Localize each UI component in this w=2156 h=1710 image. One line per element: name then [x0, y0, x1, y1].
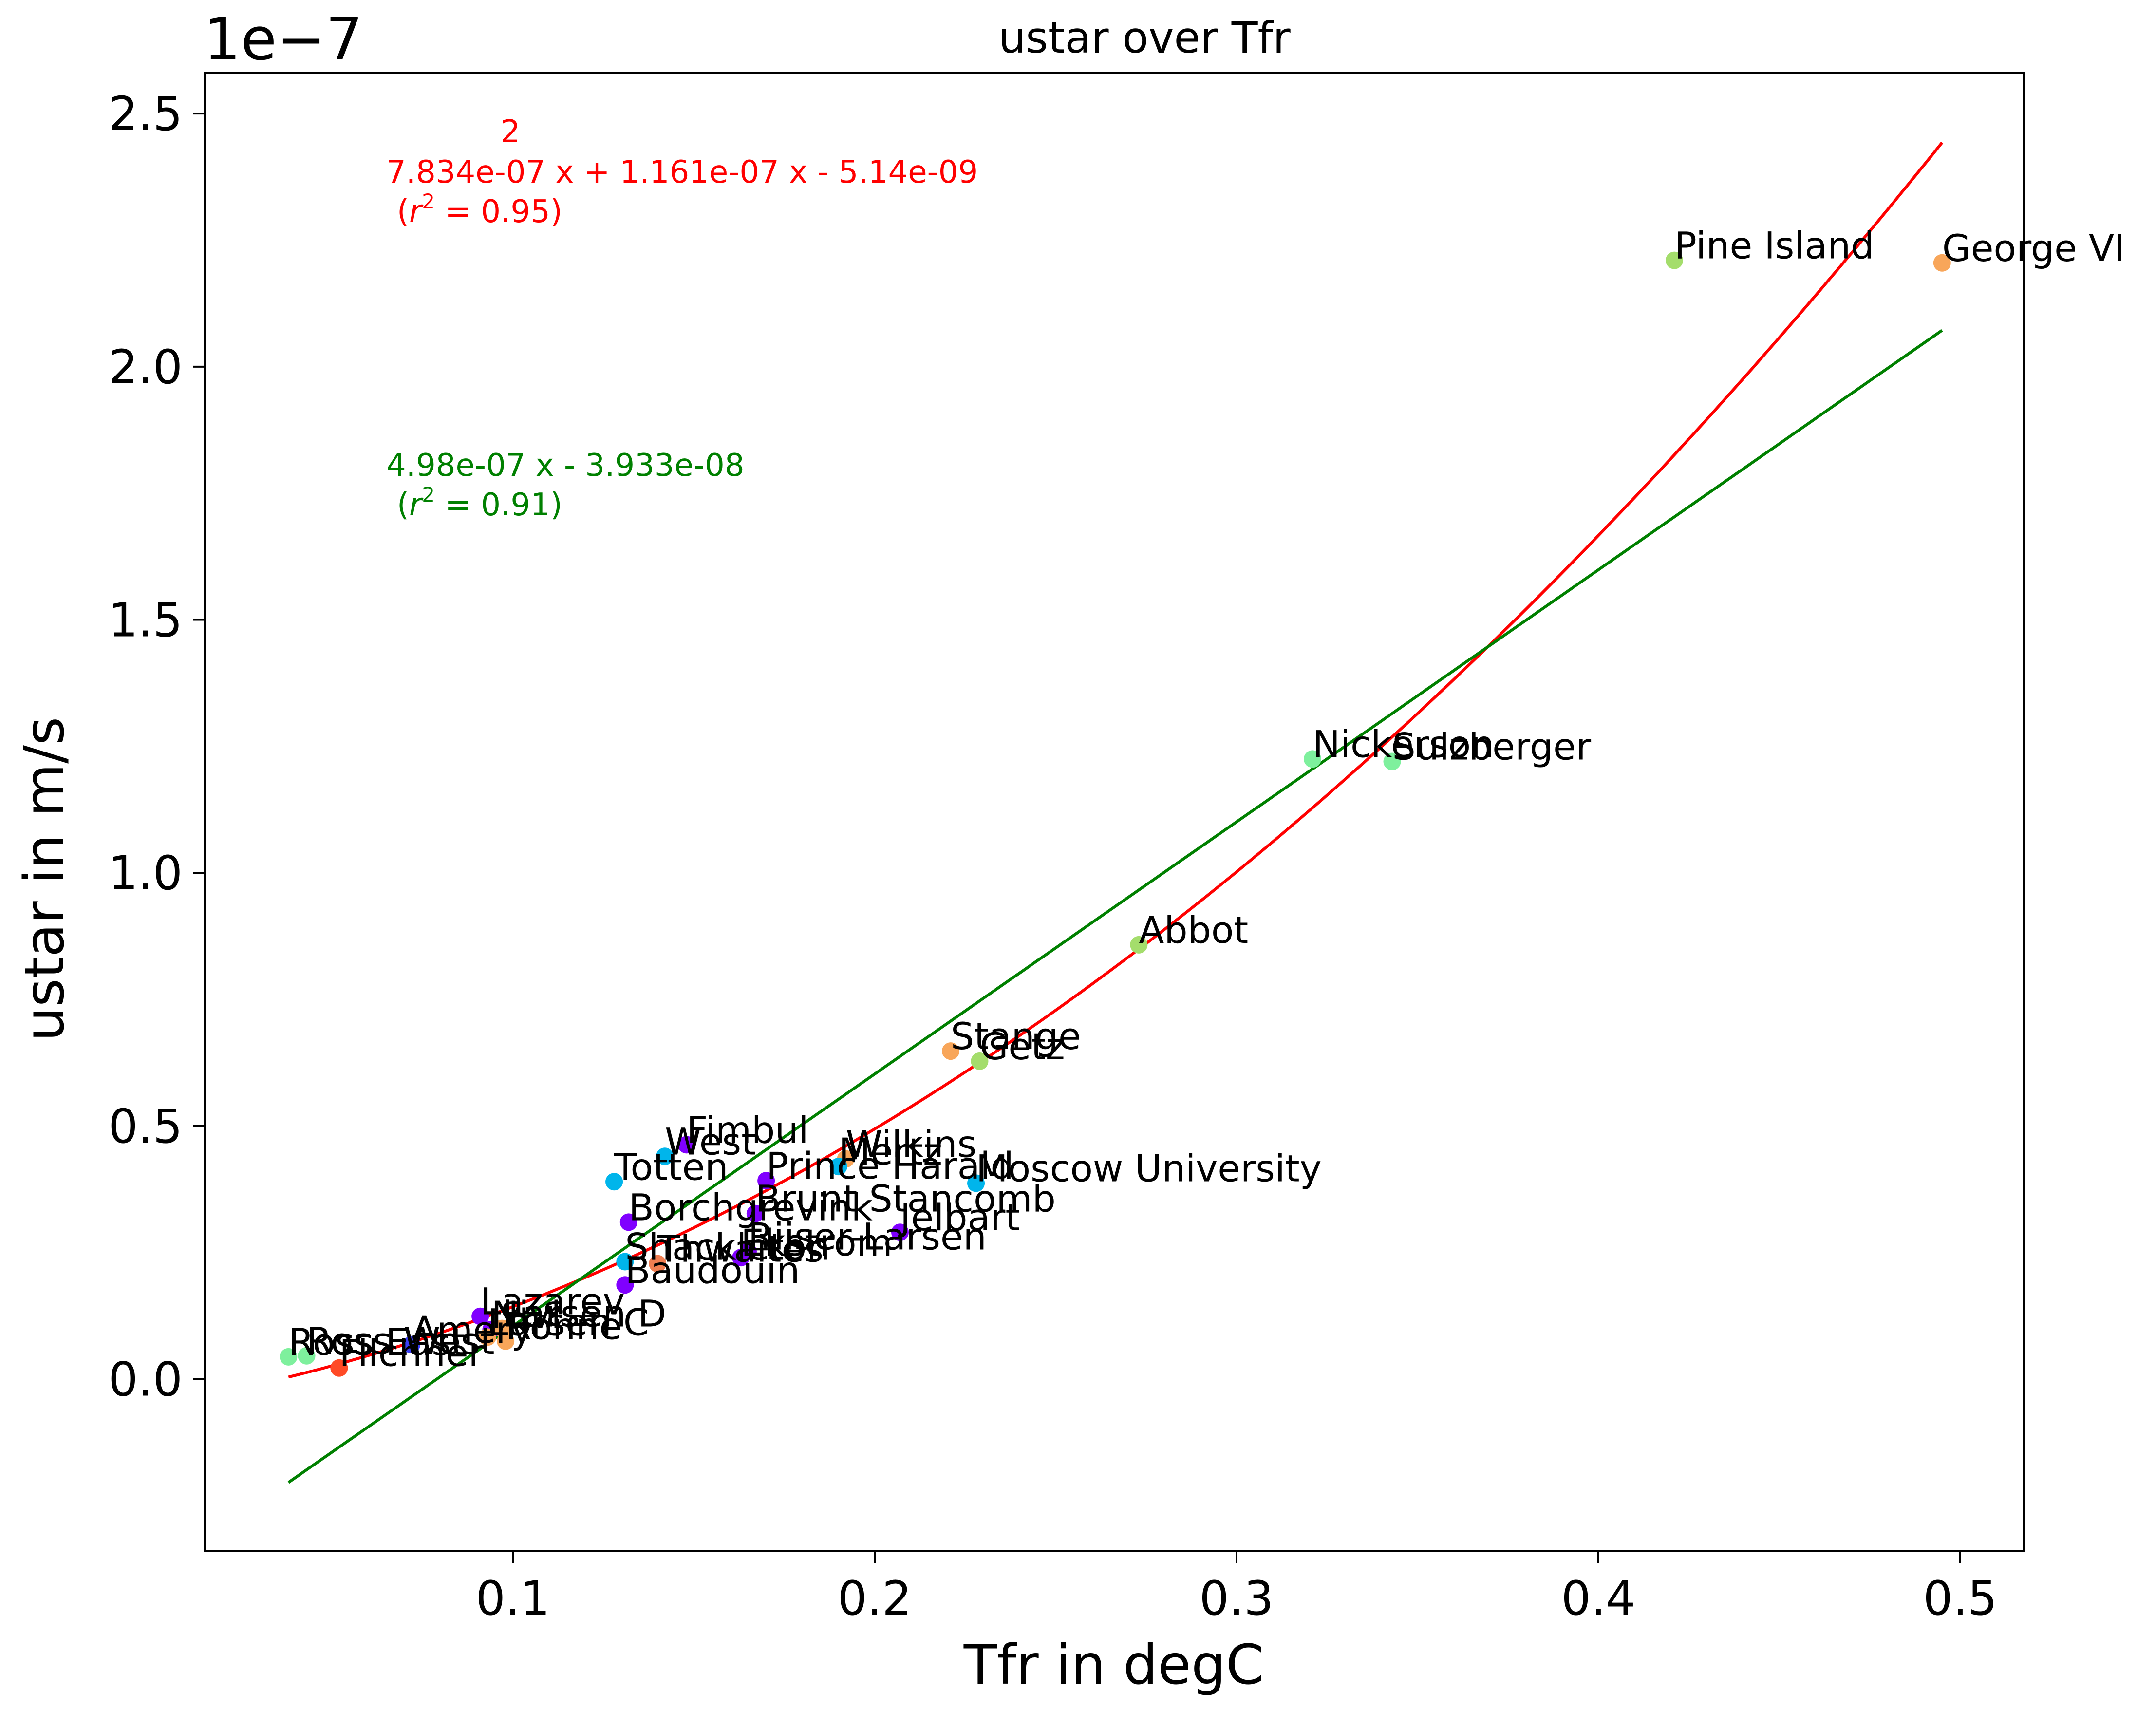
point-label: Abbot	[1139, 908, 1248, 952]
data-point	[757, 1172, 775, 1190]
y-tick-label: 0.5	[108, 1099, 183, 1154]
data-point	[677, 1136, 695, 1154]
y-axis-label: ustar in m/s	[13, 717, 76, 1041]
data-point	[619, 1213, 637, 1231]
axis-ticks: 0.1 0.2 0.3 0.4 0.5 0.0 0.5 1.0 1.5 2.0 2.5	[108, 87, 1997, 1626]
x-tick-label: 0.5	[1923, 1571, 1998, 1626]
x-tick-label: 0.2	[838, 1571, 912, 1626]
point-label: Thwaites	[657, 1227, 824, 1271]
point-label: Larsen D	[502, 1292, 666, 1335]
point-label: Moscow University	[976, 1146, 1322, 1190]
linear-fit-r2-value: = 0.91)	[435, 487, 562, 523]
point-label: George VI	[1942, 226, 2125, 270]
quadratic-fit-equation: 7.834e-07 x + 1.161e-07 x - 5.14e-09	[386, 154, 978, 190]
y-tick-label: 2.5	[108, 87, 183, 141]
data-point	[1304, 750, 1322, 768]
quadratic-fit-r2-value: = 0.95)	[435, 194, 562, 230]
chart-title: ustar over Tfr	[998, 13, 1291, 63]
x-tick-label: 0.4	[1561, 1571, 1636, 1626]
point-label: Ekstrom	[741, 1221, 893, 1264]
point-label: Brunt Stancomb	[755, 1177, 1056, 1221]
data-point	[891, 1223, 909, 1241]
point-label: Wilkins	[846, 1122, 977, 1165]
plot-frame	[204, 72, 2025, 1552]
point-label: Borchgrevink	[629, 1185, 873, 1229]
linear-fit-line	[287, 329, 1943, 1484]
point-label: Ronne	[506, 1305, 622, 1348]
point-label: Nivl	[491, 1293, 561, 1336]
data-point	[1130, 936, 1148, 954]
x-tick-label: 0.3	[1200, 1571, 1274, 1626]
data-point	[616, 1253, 634, 1271]
data-point	[605, 1173, 623, 1191]
point-label: Larsen C	[487, 1300, 649, 1344]
point-label: Totten	[614, 1145, 729, 1188]
data-point	[479, 1328, 497, 1346]
data-point	[649, 1255, 667, 1273]
data-point	[402, 1335, 420, 1353]
point-label: Pine Island	[1674, 224, 1874, 267]
point-label: Jelbart	[898, 1196, 1020, 1239]
point-label: West	[665, 1120, 756, 1163]
point-label: Mertz	[839, 1130, 942, 1173]
data-point	[471, 1307, 489, 1325]
point-label: Getz	[979, 1025, 1065, 1068]
data-point	[829, 1158, 847, 1176]
data-point	[942, 1042, 960, 1060]
point-label: Prince Harald	[766, 1144, 1014, 1187]
data-point	[732, 1249, 750, 1267]
data-point	[1933, 254, 1951, 272]
data-point	[746, 1204, 764, 1222]
quadratic-fit-annotation: 2 7.834e-07 x + 1.161e-07 x - 5.14e-09 (…	[386, 114, 978, 230]
point-label: Sulzberger	[1392, 725, 1591, 769]
data-point	[298, 1347, 316, 1365]
point-label: Amery	[412, 1308, 533, 1352]
data-points	[280, 251, 1951, 1377]
point-label: Filchner	[339, 1332, 484, 1375]
y-tick-label: 1.0	[108, 846, 183, 901]
point-label: Fimbul	[687, 1108, 809, 1151]
point-label: Nickerson	[1312, 722, 1494, 766]
x-axis-label: Tfr in degC	[963, 1634, 1264, 1697]
y-offset-label: 1e−7	[204, 6, 363, 74]
fit-lines	[287, 141, 1944, 1484]
y-tick-label: 2.0	[108, 340, 183, 395]
data-point	[1666, 251, 1684, 269]
data-point	[616, 1276, 634, 1294]
point-label: Baudouin	[625, 1248, 800, 1292]
point-label: Ross East	[288, 1320, 465, 1364]
y-tick-label: 1.5	[108, 593, 183, 648]
linear-fit-r2: (r2 = 0.91)	[397, 483, 562, 523]
data-point	[971, 1052, 989, 1070]
x-tick-label: 0.1	[476, 1571, 550, 1626]
point-label: Shackleton	[625, 1225, 830, 1268]
point-label: Stange	[951, 1015, 1081, 1058]
data-point	[497, 1332, 515, 1350]
linear-fit-equation: 4.98e-07 x - 3.933e-08	[386, 448, 745, 484]
quadratic-fit-exponent: 2	[501, 114, 521, 150]
quadratic-fit-r2: (r2 = 0.95)	[397, 189, 562, 230]
data-point	[330, 1359, 348, 1377]
data-point	[280, 1348, 298, 1366]
quadratic-fit-line	[288, 141, 1944, 1379]
data-point	[967, 1174, 985, 1192]
y-tick-label: 0.0	[108, 1353, 183, 1407]
point-label: Ross West	[307, 1319, 495, 1363]
data-point	[656, 1147, 674, 1165]
point-label: Lazarev	[480, 1280, 625, 1323]
data-point	[1383, 752, 1401, 770]
point-label: Riiser-Larsen	[748, 1215, 987, 1259]
